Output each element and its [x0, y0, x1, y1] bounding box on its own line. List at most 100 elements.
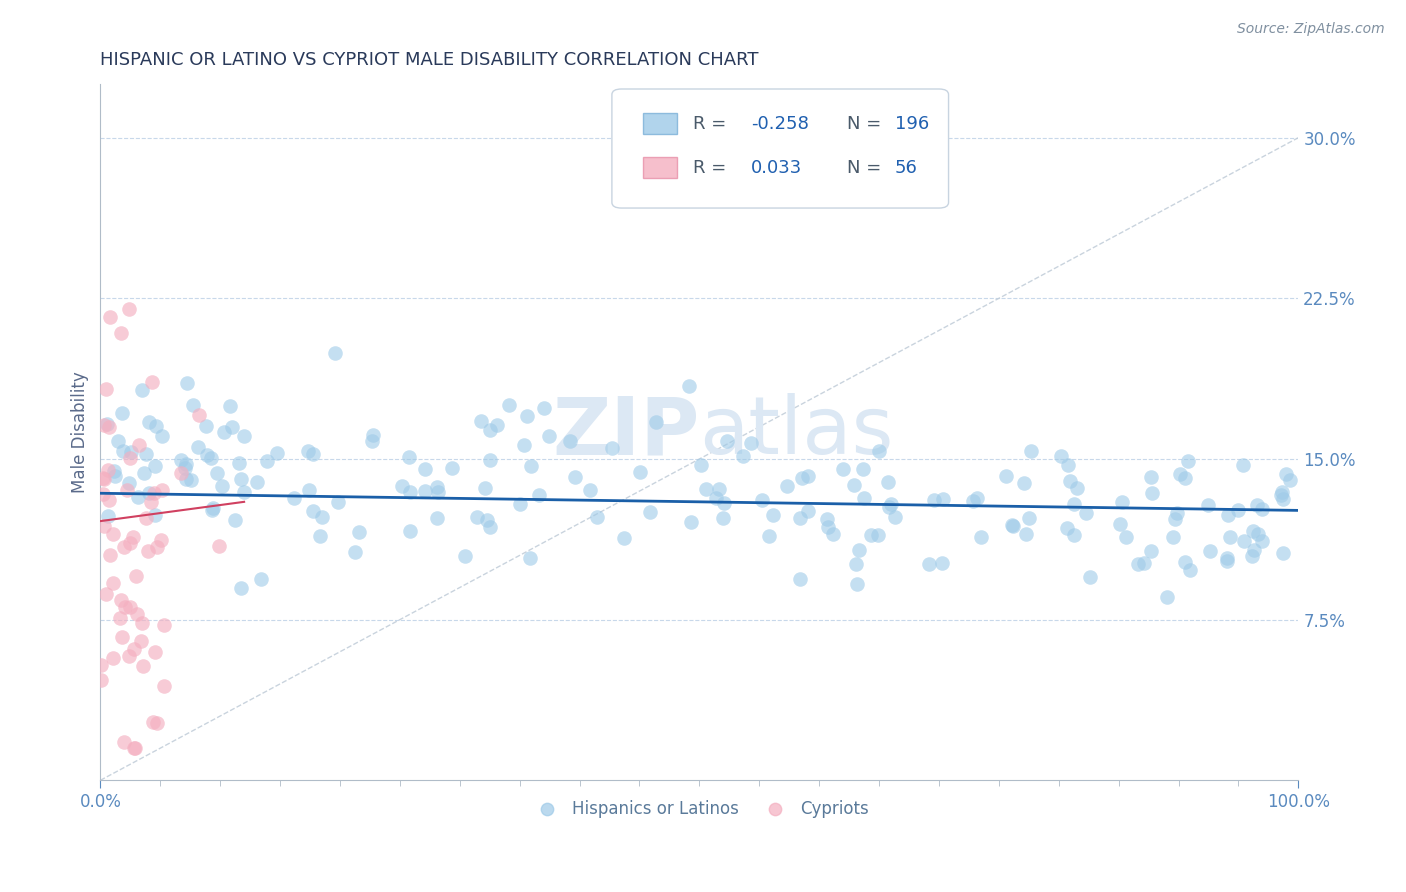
Point: [695, 483, 717, 497]
Point: [479, 423, 502, 437]
Text: N =: N =: [846, 115, 887, 133]
Point: [860, 528, 883, 542]
Point: [135, 511, 157, 525]
Point: [221, 419, 243, 434]
Point: [1270, 488, 1292, 502]
Point: [188, 408, 211, 422]
Point: [110, 326, 132, 340]
Point: [1059, 474, 1081, 488]
Point: [120, 536, 142, 550]
Point: [195, 418, 218, 433]
Point: [309, 529, 332, 543]
Point: [1166, 506, 1188, 520]
Point: [931, 557, 953, 571]
Point: [1278, 473, 1301, 487]
Point: [124, 741, 146, 756]
Point: [918, 557, 941, 571]
Point: [131, 616, 153, 631]
Point: [150, 429, 173, 443]
Point: [91, 471, 114, 485]
Point: [512, 438, 534, 452]
Point: [93, 472, 115, 486]
Point: [922, 493, 945, 508]
Point: [224, 513, 246, 527]
Point: [112, 443, 135, 458]
Point: [1199, 543, 1222, 558]
Point: [135, 447, 157, 461]
Point: [1063, 497, 1085, 511]
Point: [1164, 512, 1187, 526]
Point: [465, 510, 488, 524]
Point: [1218, 508, 1240, 522]
Point: [1056, 458, 1078, 473]
Point: [600, 441, 623, 455]
Point: [201, 503, 224, 517]
Point: [1126, 557, 1149, 571]
Point: [440, 460, 463, 475]
Point: [98, 493, 121, 508]
Legend: Hispanics or Latinos, Cypriots: Hispanics or Latinos, Cypriots: [523, 793, 876, 824]
Point: [283, 491, 305, 506]
Point: [1233, 534, 1256, 549]
Point: [426, 511, 449, 525]
Point: [398, 484, 420, 499]
Point: [124, 641, 146, 656]
Text: R =: R =: [693, 159, 733, 177]
Point: [1140, 470, 1163, 484]
Point: [520, 458, 543, 473]
Point: [142, 485, 165, 500]
Point: [853, 491, 876, 506]
Point: [716, 434, 738, 448]
Point: [485, 417, 508, 432]
Point: [932, 491, 955, 506]
Point: [200, 450, 222, 465]
Point: [706, 491, 728, 506]
Point: [1227, 502, 1250, 516]
Point: [174, 472, 197, 486]
Point: [231, 472, 253, 486]
Point: [150, 483, 173, 498]
Point: [143, 645, 166, 659]
Point: [120, 451, 142, 466]
Text: N =: N =: [846, 159, 887, 177]
Text: R =: R =: [693, 115, 733, 133]
Point: [994, 468, 1017, 483]
Point: [112, 735, 135, 749]
Point: [131, 383, 153, 397]
Point: [143, 508, 166, 523]
Point: [347, 524, 370, 539]
Point: [1247, 526, 1270, 541]
Point: [143, 458, 166, 473]
Point: [509, 497, 531, 511]
Point: [111, 406, 134, 420]
Y-axis label: Male Disability: Male Disability: [72, 371, 89, 493]
Point: [868, 444, 890, 458]
Point: [399, 524, 422, 538]
Point: [118, 648, 141, 663]
Point: [1271, 546, 1294, 560]
Point: [205, 467, 228, 481]
Point: [846, 577, 869, 591]
Point: [176, 376, 198, 390]
Text: Source: ZipAtlas.com: Source: ZipAtlas.com: [1237, 22, 1385, 37]
Point: [478, 520, 501, 534]
Point: [101, 575, 124, 590]
Point: [228, 456, 250, 470]
FancyBboxPatch shape: [612, 89, 949, 208]
Point: [479, 453, 502, 467]
Point: [104, 469, 127, 483]
Point: [797, 504, 820, 518]
Point: [1177, 454, 1199, 468]
Point: [250, 572, 273, 586]
Point: [1250, 502, 1272, 516]
Point: [731, 449, 754, 463]
Point: [138, 415, 160, 429]
Point: [132, 659, 155, 673]
Point: [101, 651, 124, 665]
Point: [1014, 475, 1036, 490]
Point: [1056, 521, 1078, 535]
Point: [398, 450, 420, 464]
Text: 56: 56: [894, 159, 918, 177]
Point: [127, 607, 149, 621]
Point: [146, 540, 169, 554]
